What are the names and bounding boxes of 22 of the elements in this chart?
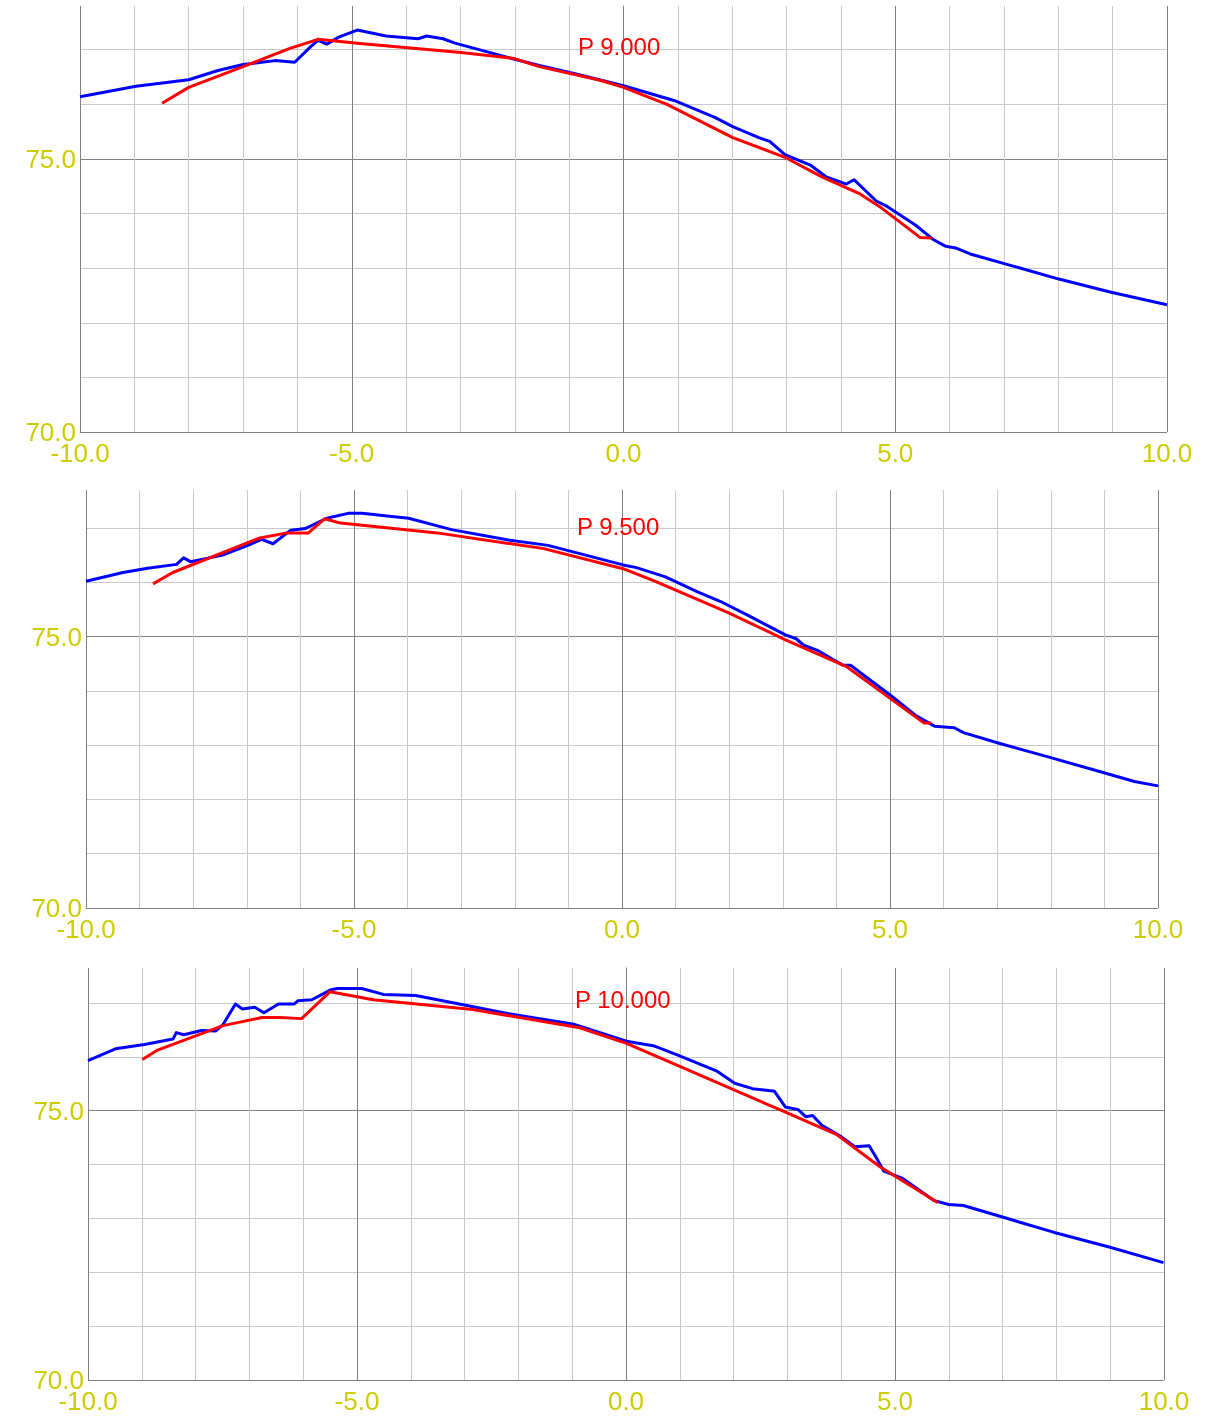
x-tick-label: -5.0 <box>329 438 375 468</box>
x-tick-label: 10.0 <box>1141 438 1193 468</box>
annotation: P 10.000 <box>575 985 671 1013</box>
line-series <box>151 517 933 725</box>
x-tick-label: 5.0 <box>876 1386 914 1416</box>
y-tick-label: 75.0 <box>25 143 76 174</box>
x-tick-label: 0.0 <box>605 438 642 468</box>
line-series <box>140 990 940 1205</box>
annotation: P 9.500 <box>577 512 660 540</box>
y-tick-label: 75.0 <box>31 621 82 652</box>
x-tick-label: 0.0 <box>607 1386 645 1416</box>
line-series <box>160 37 934 240</box>
annotation: P 9.000 <box>578 32 661 60</box>
y-tick-label: 75.0 <box>33 1095 84 1126</box>
x-tick-label: 0.0 <box>603 914 641 944</box>
x-tick-label: 10.0 <box>1138 1386 1190 1416</box>
x-tick-label: 5.0 <box>871 914 909 944</box>
x-tick-label: 10.0 <box>1132 914 1184 944</box>
line-series <box>84 511 1160 788</box>
x-tick-label: -5.0 <box>334 1386 380 1416</box>
x-tick-label: 5.0 <box>877 438 914 468</box>
x-tick-label: -5.0 <box>331 914 377 944</box>
